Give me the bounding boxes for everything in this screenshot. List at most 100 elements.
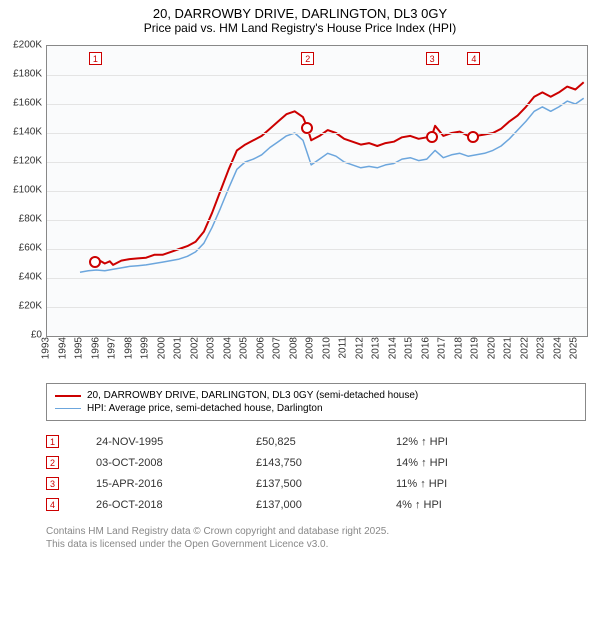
- x-axis-label: 2019: [470, 337, 481, 359]
- sale-marker-label: 4: [467, 52, 480, 65]
- x-axis-label: 2020: [486, 337, 497, 359]
- x-axis-label: 2014: [387, 337, 398, 359]
- x-axis-label: 1995: [74, 337, 85, 359]
- y-axis-label: £60K: [2, 243, 42, 254]
- sale-marker-point: [301, 122, 313, 134]
- x-axis-label: 2009: [305, 337, 316, 359]
- x-axis-label: 2016: [420, 337, 431, 359]
- sales-table: 1 24-NOV-1995£50,82512% ↑ HPI 2 03-OCT-2008…: [46, 431, 586, 515]
- title-line1: 20, DARROWBY DRIVE, DARLINGTON, DL3 0GY: [0, 6, 600, 21]
- chart-area: 1 2 3 4 £0 £20K £40K £60K £80K £100K £120K £140K £1…: [0, 39, 600, 379]
- x-axis-label: 2011: [338, 337, 349, 359]
- x-axis-label: 1998: [123, 337, 134, 359]
- x-axis-label: 1993: [41, 337, 52, 359]
- sale-marker-point: [467, 131, 479, 143]
- x-axis-label: 2001: [173, 337, 184, 359]
- page-container: 20, DARROWBY DRIVE, DARLINGTON, DL3 0GY …: [0, 0, 600, 551]
- footnote-line1: Contains HM Land Registry data © Crown c…: [46, 525, 586, 538]
- x-axis-label: 2003: [206, 337, 217, 359]
- gridline: [47, 75, 587, 76]
- x-axis-label: 2022: [519, 337, 530, 359]
- x-axis-label: 1997: [107, 337, 118, 359]
- sale-marker-point: [426, 131, 438, 143]
- x-axis-label: 2025: [569, 337, 580, 359]
- sale-row: 2 03-OCT-2008£143,75014% ↑ HPI: [46, 452, 586, 473]
- sale-row: 3 15-APR-2016£137,50011% ↑ HPI: [46, 473, 586, 494]
- series-line: [95, 82, 584, 265]
- x-axis-label: 1996: [90, 337, 101, 359]
- sale-date: 26-OCT-2018: [96, 499, 256, 511]
- x-axis-label: 2013: [371, 337, 382, 359]
- legend-item: HPI: Average price, semi-detached house,…: [55, 402, 577, 415]
- sale-marker-label: 3: [426, 52, 439, 65]
- gridline: [47, 307, 587, 308]
- x-axis-label: 2017: [437, 337, 448, 359]
- gridline: [47, 162, 587, 163]
- legend-label: HPI: Average price, semi-detached house,…: [87, 403, 323, 414]
- gridline: [47, 220, 587, 221]
- x-axis-label: 2005: [239, 337, 250, 359]
- sale-price: £137,000: [256, 499, 396, 511]
- sale-row-marker: 4: [46, 498, 59, 511]
- y-axis-label: £120K: [2, 156, 42, 167]
- x-axis-label: 2012: [354, 337, 365, 359]
- x-axis-label: 2023: [536, 337, 547, 359]
- legend-label: 20, DARROWBY DRIVE, DARLINGTON, DL3 0GY …: [87, 390, 418, 401]
- footnote-line2: This data is licensed under the Open Gov…: [46, 538, 586, 551]
- x-axis-label: 2007: [272, 337, 283, 359]
- gridline: [47, 278, 587, 279]
- sale-marker-label: 1: [89, 52, 102, 65]
- y-axis-label: £80K: [2, 214, 42, 225]
- sale-date: 03-OCT-2008: [96, 457, 256, 469]
- x-axis-label: 2004: [222, 337, 233, 359]
- y-axis-label: £40K: [2, 272, 42, 283]
- plot-area: 1 2 3 4: [46, 45, 588, 337]
- x-axis-label: 1999: [140, 337, 151, 359]
- legend: 20, DARROWBY DRIVE, DARLINGTON, DL3 0GY …: [46, 383, 586, 421]
- sale-row: 1 24-NOV-1995£50,82512% ↑ HPI: [46, 431, 586, 452]
- sale-delta: 11% ↑ HPI: [396, 478, 536, 490]
- sale-date: 15-APR-2016: [96, 478, 256, 490]
- sale-delta: 4% ↑ HPI: [396, 499, 536, 511]
- sale-row-marker: 2: [46, 456, 59, 469]
- y-axis-label: £160K: [2, 98, 42, 109]
- gridline: [47, 249, 587, 250]
- sale-marker-point: [89, 256, 101, 268]
- sale-price: £50,825: [256, 436, 396, 448]
- y-axis-label: £100K: [2, 185, 42, 196]
- x-axis-label: 2018: [453, 337, 464, 359]
- x-axis-label: 2024: [552, 337, 563, 359]
- x-axis-label: 2010: [321, 337, 332, 359]
- title-line2: Price paid vs. HM Land Registry's House …: [0, 21, 600, 35]
- y-axis-label: £200K: [2, 40, 42, 51]
- sale-price: £137,500: [256, 478, 396, 490]
- x-axis-label: 1994: [57, 337, 68, 359]
- y-axis-label: £140K: [2, 127, 42, 138]
- sale-delta: 14% ↑ HPI: [396, 457, 536, 469]
- x-axis-label: 2000: [156, 337, 167, 359]
- y-axis-label: £180K: [2, 69, 42, 80]
- x-axis-label: 2021: [503, 337, 514, 359]
- legend-swatch: [55, 395, 81, 397]
- y-axis-label: £20K: [2, 301, 42, 312]
- chart-title: 20, DARROWBY DRIVE, DARLINGTON, DL3 0GY …: [0, 0, 600, 39]
- gridline: [47, 104, 587, 105]
- x-axis-label: 2006: [255, 337, 266, 359]
- sale-delta: 12% ↑ HPI: [396, 436, 536, 448]
- x-axis-label: 2015: [404, 337, 415, 359]
- sale-date: 24-NOV-1995: [96, 436, 256, 448]
- sale-row: 4 26-OCT-2018£137,0004% ↑ HPI: [46, 494, 586, 515]
- legend-item: 20, DARROWBY DRIVE, DARLINGTON, DL3 0GY …: [55, 389, 577, 402]
- sale-row-marker: 1: [46, 435, 59, 448]
- sale-row-marker: 3: [46, 477, 59, 490]
- x-axis-label: 2008: [288, 337, 299, 359]
- y-axis-label: £0: [2, 330, 42, 341]
- sale-price: £143,750: [256, 457, 396, 469]
- sale-marker-label: 2: [301, 52, 314, 65]
- gridline: [47, 133, 587, 134]
- legend-swatch: [55, 408, 81, 410]
- series-line: [80, 98, 584, 272]
- footnote: Contains HM Land Registry data © Crown c…: [46, 525, 586, 551]
- x-axis-label: 2002: [189, 337, 200, 359]
- gridline: [47, 191, 587, 192]
